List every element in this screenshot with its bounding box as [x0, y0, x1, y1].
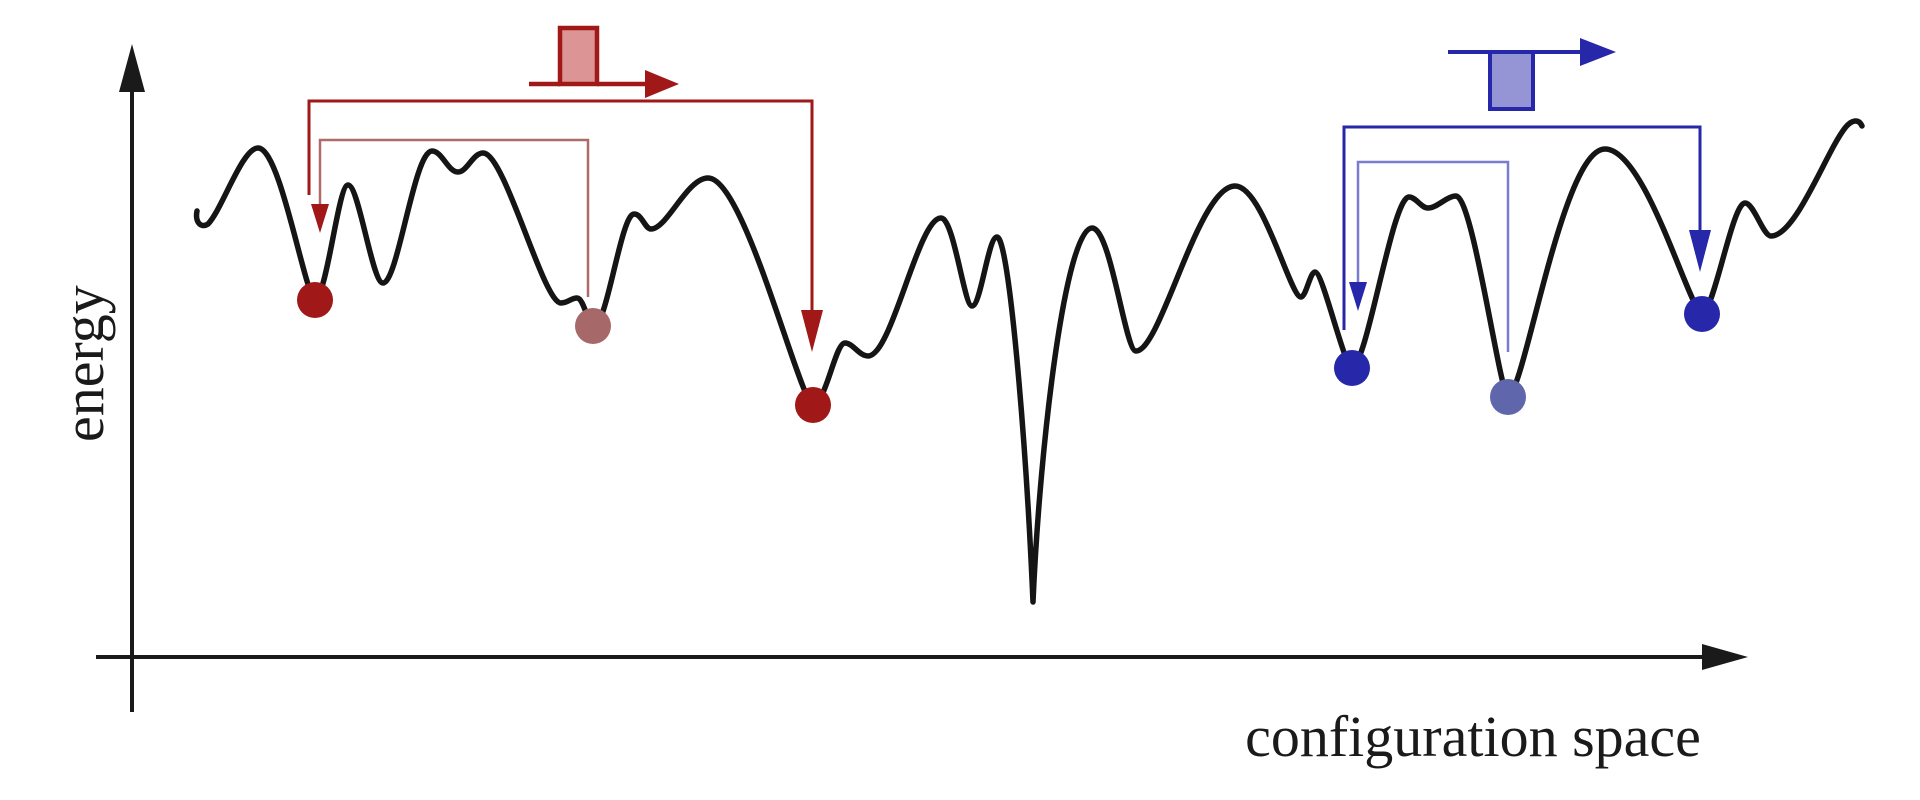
minimum-marker-red-2 [795, 387, 831, 423]
x-axis-right-arrow-icon [1702, 644, 1748, 670]
energy-landscape-curve [193, 118, 1865, 605]
y-axis-up-arrow-icon [119, 44, 145, 92]
minimum-markers [297, 282, 1720, 423]
barrier-bump-right-arrow-icon [529, 25, 679, 98]
blue-long-hop-down-arrow-icon [1689, 230, 1711, 272]
well-dip-arrowhead [1580, 38, 1616, 66]
blue-short-hop-line [1356, 160, 1510, 352]
minimum-marker-red-1 [297, 282, 333, 318]
well-dip-rect [1488, 50, 1535, 111]
red-hop-paths [307, 99, 823, 352]
minimum-marker-slate [1490, 379, 1526, 415]
barrier-bump-rect [557, 25, 600, 87]
minimum-marker-blue-2 [1684, 296, 1720, 332]
barrier-bump-arrowhead [645, 70, 679, 98]
x-axis-label: configuration space [1245, 704, 1701, 769]
blue-short-hop-down-arrow-icon [1349, 282, 1367, 311]
minimum-marker-blue-1 [1334, 350, 1370, 386]
red-long-hop-down-arrow-icon [801, 310, 823, 352]
minimum-marker-mauve [575, 308, 611, 344]
blue-long-hop-line [1342, 125, 1702, 330]
red-long-hop-line [307, 99, 814, 312]
blue-hop-paths [1342, 125, 1711, 352]
axes [96, 44, 1748, 712]
y-axis-label: energy [51, 285, 116, 442]
well-dip-right-arrow-icon [1448, 38, 1616, 111]
red-short-hop-line [318, 138, 590, 297]
red-short-hop-down-arrow-icon [311, 204, 329, 233]
